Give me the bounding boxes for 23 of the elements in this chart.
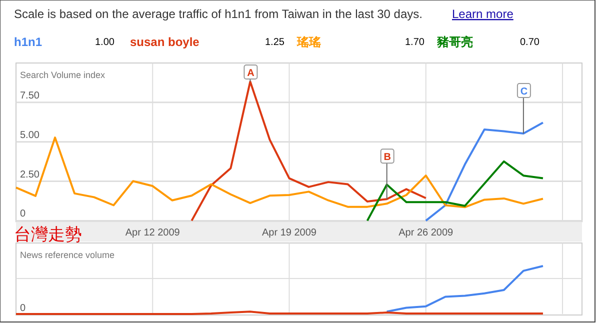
- x-tick-label: Apr 26 2009: [398, 228, 454, 239]
- y-axis-title: News reference volume: [20, 250, 115, 260]
- x-tick-label: Apr 19 2009: [262, 228, 317, 239]
- annotation: B: [384, 152, 391, 164]
- text: 台灣走勢: [14, 225, 82, 245]
- annotation: C: [520, 86, 528, 98]
- text: susan boyle: [130, 35, 200, 49]
- chart-title: Scale is based on the average traffic of h1n1 from Taiwan in the last 30 days.: [14, 7, 422, 21]
- x-tick-label: Apr 12 2009: [125, 228, 180, 239]
- y-tick-label: 5.00: [20, 130, 40, 141]
- y-tick-label: 7.50: [20, 90, 40, 102]
- text: 1.25: [265, 37, 285, 48]
- text: 1.00: [95, 37, 115, 48]
- text: 瑤瑤: [296, 35, 321, 49]
- y-tick-label: 0: [20, 208, 26, 220]
- annotation: A: [247, 68, 254, 79]
- text: 0.70: [520, 37, 540, 48]
- text: 豬哥亮: [436, 35, 473, 49]
- text: h1n1: [14, 35, 42, 49]
- text: Learn more: [452, 7, 514, 21]
- y-tick-label: 2.50: [20, 169, 40, 180]
- text: 1.70: [405, 37, 425, 48]
- y-axis-title: Search Volume index: [20, 70, 106, 80]
